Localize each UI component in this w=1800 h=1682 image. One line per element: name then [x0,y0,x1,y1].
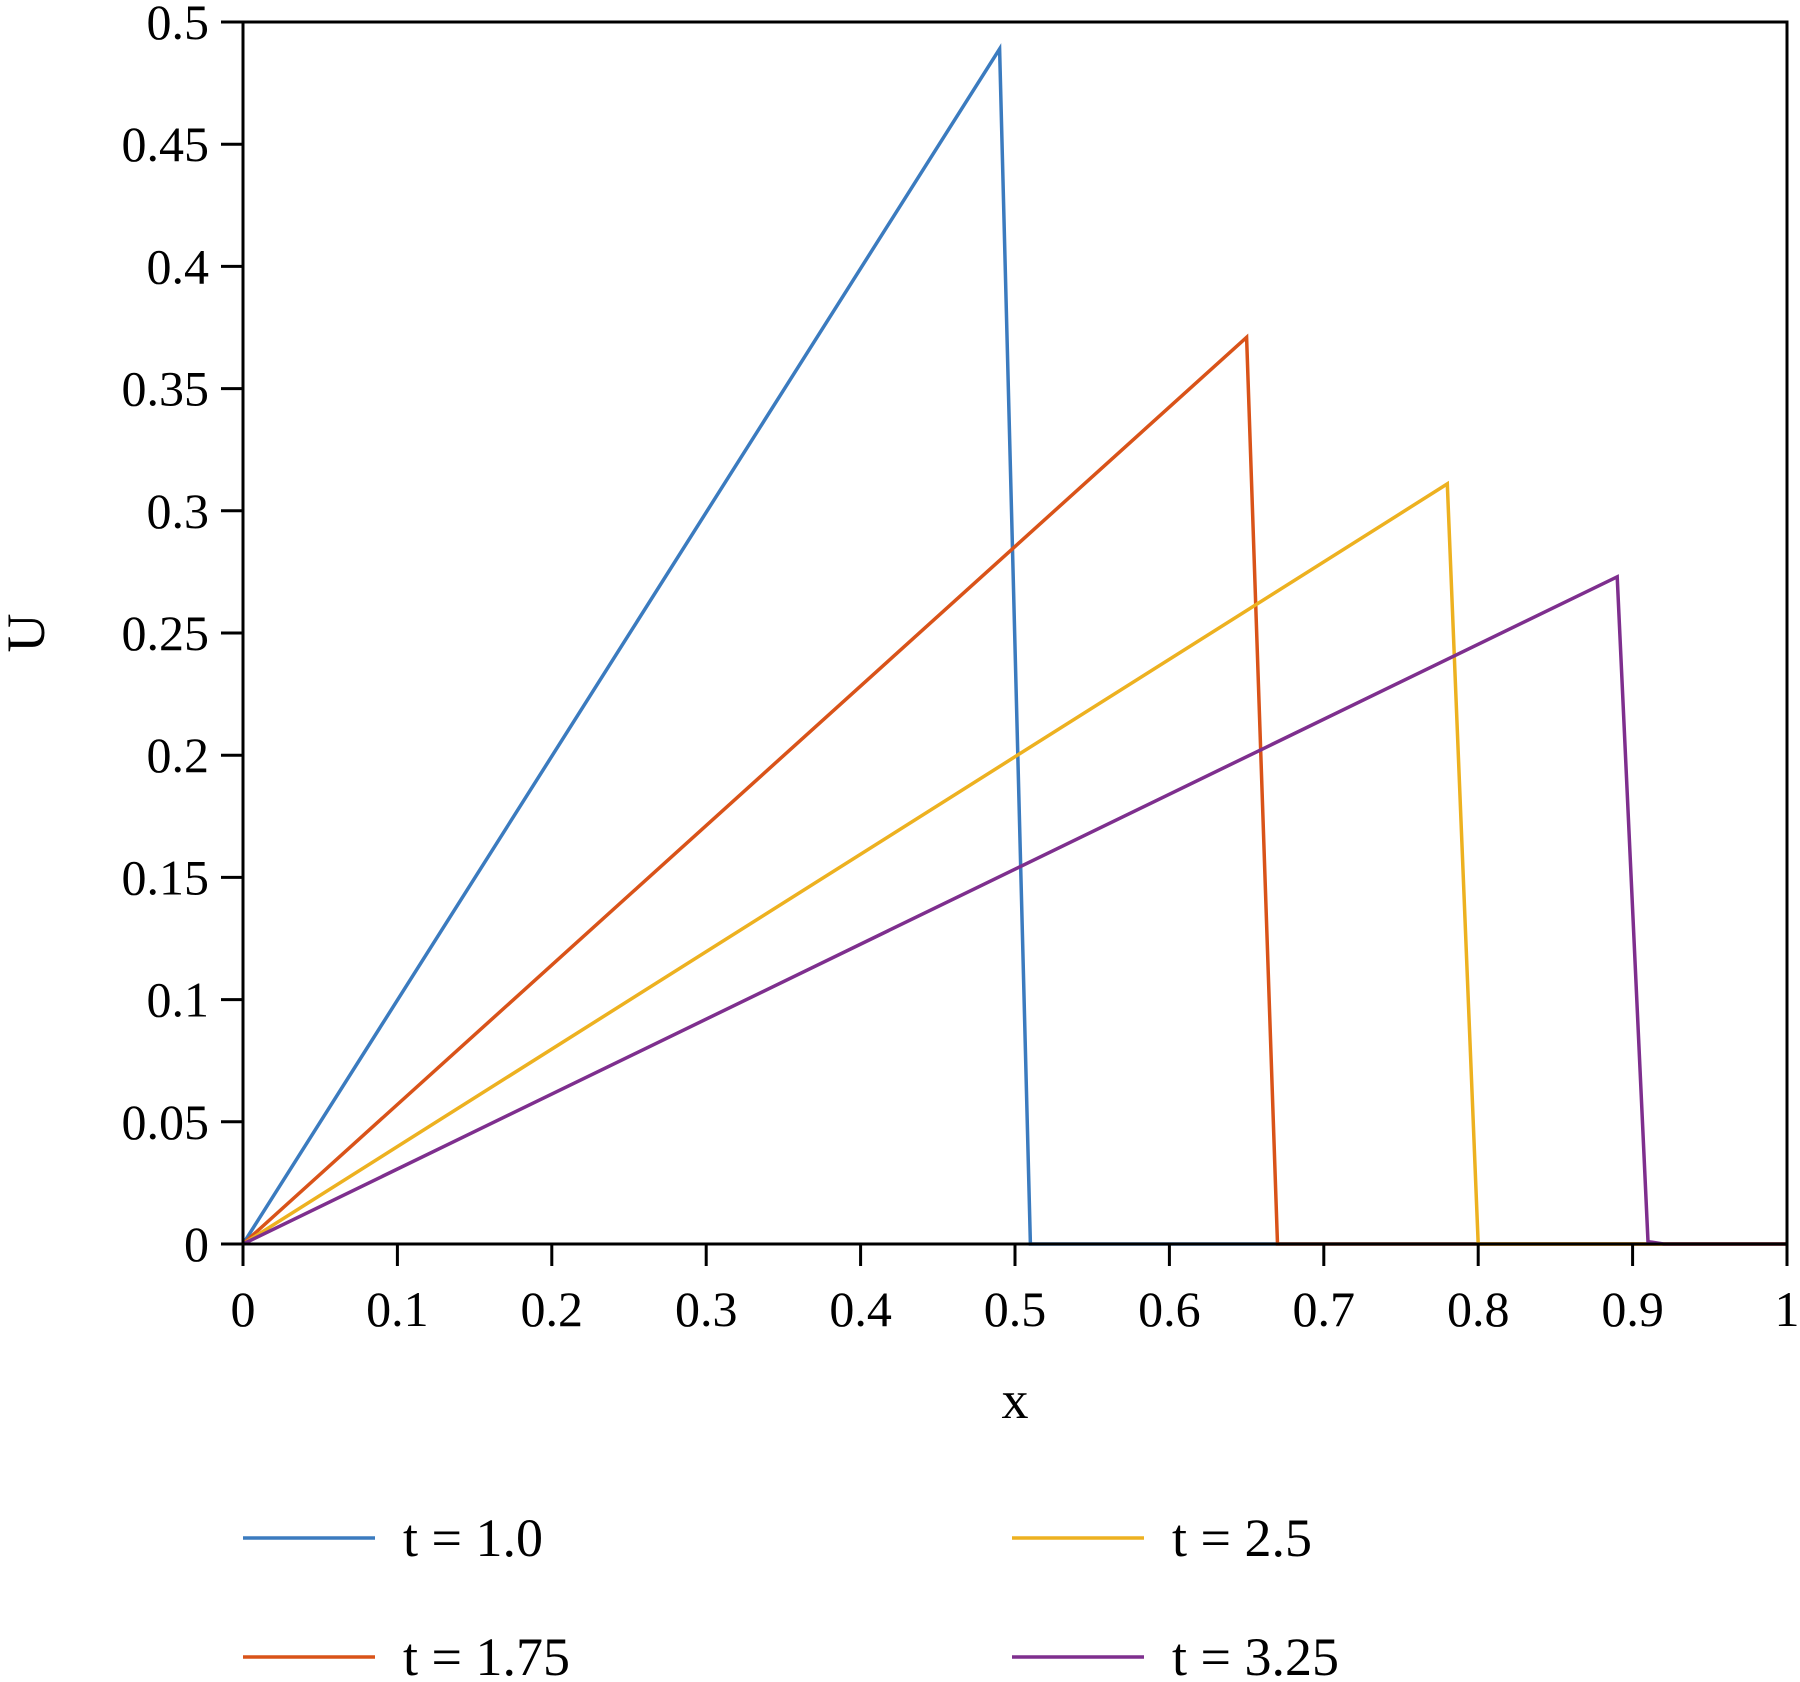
y-tick-label: 0.15 [122,849,210,905]
legend-label-3: t = 2.5 [1172,1508,1312,1568]
y-tick-label: 0.35 [122,361,210,417]
y-tick-label: 0.45 [122,116,210,172]
y-tick-label: 0.05 [122,1094,210,1150]
x-tick-label: 0.7 [1293,1281,1356,1337]
x-tick-label: 0.1 [366,1281,429,1337]
y-axis-label: U [0,614,56,653]
series-layer [241,43,1787,1246]
ticks-layer: 0 0.1 0.2 0.3 0.4 0.5 0.6 0.7 0.8 0.9 1 0 0.05 0.1 0.1… [122,0,1800,1337]
y-tick-label: 0 [184,1216,209,1272]
x-tick-label: 0.3 [675,1281,738,1337]
series-line-1 [241,43,1787,1246]
series-line-2 [241,333,1787,1246]
x-axis-label: x [1002,1370,1029,1430]
legend-label-4: t = 3.25 [1172,1627,1339,1682]
y-tick-label: 0.5 [147,0,210,50]
x-tick-label: 0.5 [984,1281,1047,1337]
legend-label-2: t = 1.75 [403,1627,570,1682]
y-tick-label: 0.25 [122,605,210,661]
legend-label-1: t = 1.0 [403,1508,543,1568]
x-tick-label: 0.2 [521,1281,584,1337]
x-tick-label: 1 [1775,1281,1800,1337]
x-tick-label: 0.8 [1447,1281,1510,1337]
x-tick-label: 0.4 [829,1281,892,1337]
x-tick-label: 0 [231,1281,256,1337]
y-tick-label: 0.2 [147,727,210,783]
y-tick-label: 0.4 [147,238,210,294]
y-tick-label: 0.3 [147,483,210,539]
x-tick-label: 0.9 [1601,1281,1664,1337]
y-tick-label: 0.1 [147,972,210,1028]
legend: t = 1.0 t = 1.75 t = 2.5 t = 3.25 [243,1508,1339,1682]
x-tick-label: 0.6 [1138,1281,1201,1337]
